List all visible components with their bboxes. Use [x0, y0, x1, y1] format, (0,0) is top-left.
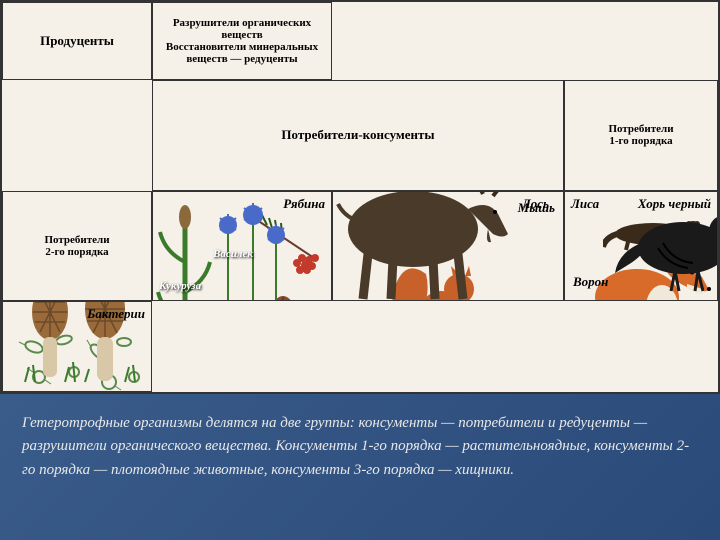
- subheader-consumers-1: Потребители 1-го порядка: [564, 80, 718, 191]
- caption-seg-4: органического вещества.: [107, 438, 276, 454]
- cell-producers: Рябина Еловая шишка Василек Кукуруза: [152, 191, 332, 302]
- caption-seg-2: и: [544, 415, 559, 431]
- caption-seg-0: Гетеротрофные организмы делятся на две г…: [22, 415, 358, 431]
- label-raven: Ворон: [573, 274, 608, 290]
- label-corn: Кукуруза: [159, 280, 201, 292]
- header-decomposers: Разрушители органических веществ Восстан…: [152, 2, 332, 80]
- label-bacteria: Бактерии: [87, 306, 145, 322]
- cornflower-icon: [208, 191, 293, 301]
- caption-seg-6: .: [510, 462, 514, 478]
- label-moose: Лось: [522, 196, 549, 212]
- label-polecat: Хорь черный: [638, 196, 711, 212]
- header-producers: Продуценты: [2, 2, 152, 80]
- label-fox: Лиса: [571, 196, 599, 212]
- caption-panel: Гетеротрофные организмы делятся на две г…: [0, 394, 720, 540]
- trophic-diagram: Продуценты Потребители-консументы Разруш…: [0, 0, 720, 394]
- subheader-consumers-2: Потребители 2-го порядка: [2, 191, 152, 302]
- moose-icon: [332, 191, 533, 302]
- cell-consumers-2: Лиса Хорь черный Ворон Потребители 3-го …: [564, 191, 718, 302]
- caption-seg-1: консументы — потребители: [358, 415, 544, 431]
- cell-decomposers: Бактерии Грибы: [2, 301, 152, 392]
- caption-text: Гетеротрофные организмы делятся на две г…: [22, 412, 698, 482]
- header-consumers-group: Потребители-консументы: [152, 80, 564, 191]
- label-rowan: Рябина: [283, 196, 325, 212]
- label-squirrel: Белка: [341, 300, 374, 302]
- label-cornflower: Василек: [213, 248, 253, 260]
- cell-consumers-1: Мышь Белка Лось: [332, 191, 564, 302]
